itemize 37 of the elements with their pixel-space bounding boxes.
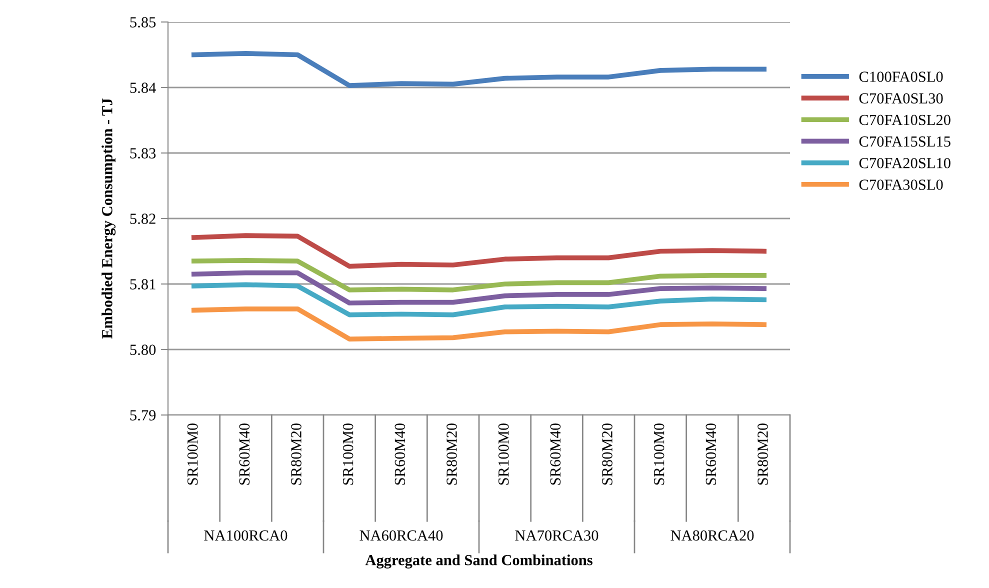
x-tick-label: SR60M40: [239, 423, 250, 485]
legend-label: C70FA30SL0: [859, 180, 943, 190]
line-series: [191, 51, 767, 88]
y-axis-title: Embodied Energy Consumption - TJ: [102, 98, 116, 339]
x-axis-title: Aggregate and Sand Combinations: [365, 554, 592, 568]
x-tick-label: SR80M20: [446, 423, 457, 485]
line-series: [191, 306, 767, 342]
x-tick-label: SR80M20: [758, 423, 768, 485]
y-tick-label: 5.82: [130, 214, 156, 224]
text: NA70RCA30: [515, 530, 598, 541]
legend-label: C100FA0SL0: [859, 72, 943, 82]
x-tick-label: SR100M0: [342, 423, 354, 485]
y-tick-label: 5.81: [130, 279, 156, 290]
line-series: [191, 233, 767, 269]
line-series: [191, 282, 767, 318]
legend-label: C70FA20SL10: [859, 158, 950, 168]
line-series: [191, 258, 767, 292]
y-tick-label: 5.83: [130, 148, 156, 159]
x-tick-label: SR100M0: [187, 423, 198, 485]
x-tick-label: SR60M40: [706, 423, 716, 485]
legend-label: C70FA0SL30: [859, 93, 943, 104]
x-tick-label: SR60M40: [550, 423, 561, 485]
text: NA100RCA0: [204, 530, 288, 541]
x-tick-label: SR100M0: [654, 423, 664, 485]
text: NA60RCA40: [360, 530, 443, 541]
legend-label: C70FA10SL20: [859, 114, 950, 126]
y-tick-label: 5.79: [130, 410, 156, 421]
line-series: [191, 270, 767, 306]
x-tick-label: SR100M0: [498, 423, 509, 485]
x-tick-label: SR60M40: [394, 423, 406, 485]
y-tick-label: 5.84: [130, 82, 156, 94]
text: NA80RCA20: [670, 530, 754, 541]
y-tick-label: 5.80: [130, 344, 156, 356]
y-tick-label: 5.85: [130, 17, 156, 28]
legend-label: C70FA15SL15: [859, 136, 950, 147]
x-tick-label: SR80M20: [602, 423, 612, 485]
x-tick-label: SR80M20: [291, 423, 302, 485]
